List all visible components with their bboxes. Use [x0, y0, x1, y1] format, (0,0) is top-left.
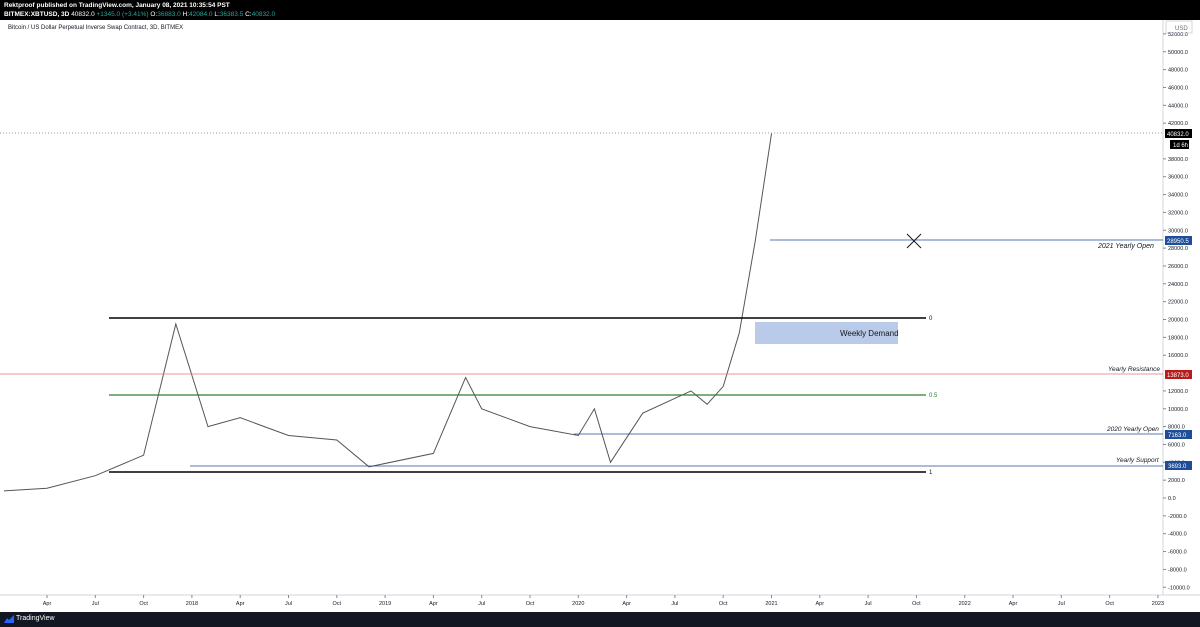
fib-05-label: 0.5 — [929, 393, 938, 399]
publish-header: Rektproof published on TradingView.com, … — [0, 0, 1200, 20]
fib-1-label: 1 — [929, 470, 933, 476]
publish-line: Rektproof published on TradingView.com, … — [4, 2, 230, 9]
time-tick-label: Apr — [1009, 601, 1018, 607]
chart-title: Bitcoin / US Dollar Perpetual Inverse Sw… — [8, 25, 184, 31]
svg-text:28950.5: 28950.5 — [1167, 239, 1189, 245]
price-tick-label: 6000.0 — [1168, 442, 1185, 448]
open-2020-tag: 7163.0 — [1165, 430, 1192, 439]
open-label: O: — [150, 11, 158, 18]
time-tick-label: Jul — [92, 601, 99, 607]
svg-text:40832.0: 40832.0 — [1167, 132, 1189, 138]
price-tick-label: -4000.0 — [1168, 532, 1187, 538]
time-tick-label: Jul — [865, 601, 872, 607]
close-icon[interactable] — [906, 233, 922, 249]
time-tick-label: Jul — [478, 601, 485, 607]
time-tick-label: 2018 — [186, 601, 198, 607]
time-tick-label: Oct — [719, 601, 728, 607]
time-tick-label: Oct — [333, 601, 342, 607]
time-tick-label: Oct — [1105, 601, 1114, 607]
time-tick-label: 2022 — [959, 601, 971, 607]
yearly-open-2020-label: 2020 Yearly Open — [1106, 426, 1159, 433]
yearly-open-2021-label: 2021 Yearly Open — [1097, 243, 1154, 250]
time-tick-label: Apr — [622, 601, 631, 607]
price-tick-label: 28000.0 — [1168, 246, 1188, 252]
time-tick-label: Jul — [285, 601, 292, 607]
price-tick-label: 34000.0 — [1168, 193, 1188, 199]
price-tick-label: 52000.0 — [1168, 32, 1188, 38]
close-label: C: — [245, 11, 252, 18]
svg-text:7163.0: 7163.0 — [1168, 433, 1187, 439]
time-tick-label: 2023 — [1152, 601, 1164, 607]
price-tick-label: 12000.0 — [1168, 389, 1188, 395]
price-tick-label: -2000.0 — [1168, 514, 1187, 520]
price-tick-label: 32000.0 — [1168, 210, 1188, 216]
resistance-tag: 13873.0 — [1165, 370, 1192, 379]
close-value: 40832.0 — [251, 11, 276, 18]
price-tick-label: 22000.0 — [1168, 300, 1188, 306]
footer-bar: TradingView — [0, 612, 1200, 627]
last-price-tag: 40832.0 — [1165, 129, 1192, 138]
time-tick-label: Jul — [1058, 601, 1065, 607]
svg-text:3693.0: 3693.0 — [1168, 464, 1187, 470]
countdown-tag: 1d 6h — [1170, 140, 1189, 149]
settings-box[interactable] — [1165, 20, 1193, 34]
fib-0-label: 0 — [929, 316, 933, 322]
price-tick-label: 18000.0 — [1168, 335, 1188, 341]
svg-text:13873.0: 13873.0 — [1167, 373, 1189, 379]
price-axis-ticks[interactable]: 52000.0 50000.0 48000.0 46000.0 44000.0 42000… — [1163, 32, 1190, 591]
price-tick-label: 30000.0 — [1168, 228, 1188, 234]
price-tick-label: 26000.0 — [1168, 264, 1188, 270]
price-tick-label: 2000.0 — [1168, 478, 1185, 484]
price-tick-label: 36000.0 — [1168, 175, 1188, 181]
support-tag: 3693.0 — [1165, 461, 1192, 470]
time-tick-label: Oct — [526, 601, 535, 607]
tradingview-logo-icon — [4, 615, 14, 623]
time-axis-ticks[interactable]: Apr Jul Oct 2018 Apr Jul Oct 2019 Apr Jul Oct 2020 A… — [43, 595, 1164, 607]
price-tick-label: -10000.0 — [1168, 585, 1190, 591]
low-value: 36383.5 — [219, 11, 244, 18]
time-tick-label: Apr — [236, 601, 245, 607]
price-tick-label: 24000.0 — [1168, 282, 1188, 288]
price-change: +1345.0 (+3.41%) — [96, 11, 149, 18]
price-tick-label: 46000.0 — [1168, 85, 1188, 91]
price-tick-label: 48000.0 — [1168, 68, 1188, 74]
price-tick-label: 38000.0 — [1168, 157, 1188, 163]
price-series-line — [3, 133, 772, 492]
price-tick-label: 8000.0 — [1168, 425, 1185, 431]
price-tick-label: -8000.0 — [1168, 567, 1187, 573]
time-tick-label: Apr — [816, 601, 825, 607]
open-2021-tag: 28950.5 — [1165, 236, 1192, 245]
currency-label: USD — [1175, 26, 1188, 32]
yearly-support-label: Yearly Support — [1116, 457, 1160, 464]
price-tick-label: 44000.0 — [1168, 103, 1188, 109]
time-tick-label: 2019 — [379, 601, 391, 607]
symbol-label: BITMEX:XBTUSD, 3D — [4, 11, 70, 18]
time-tick-label: 2021 — [765, 601, 777, 607]
yearly-resistance-label: Yearly Resistance — [1108, 366, 1160, 373]
price-tick-label: 16000.0 — [1168, 353, 1188, 359]
price-tick-label: 20000.0 — [1168, 318, 1188, 324]
time-tick-label: Apr — [429, 601, 438, 607]
time-tick-label: Apr — [43, 601, 52, 607]
price-tick-label: 10000.0 — [1168, 407, 1188, 413]
price-tick-label: 50000.0 — [1168, 50, 1188, 56]
footer-brand: TradingView — [16, 615, 55, 622]
time-tick-label: Oct — [139, 601, 148, 607]
ohlc-line: BITMEX:XBTUSD, 3D 40832.0 +1345.0 (+3.41… — [4, 10, 275, 19]
time-tick-label: Oct — [912, 601, 921, 607]
open-value: 36883.0 — [157, 11, 181, 18]
high-value: 42084.0 — [189, 11, 213, 18]
last-price: 40832.0 — [71, 11, 95, 18]
time-tick-label: Jul — [671, 601, 678, 607]
high-label: H: — [182, 11, 190, 18]
time-tick-label: 2020 — [572, 601, 584, 607]
low-label: L: — [214, 11, 220, 18]
price-tick-label: -6000.0 — [1168, 550, 1187, 556]
weekly-demand-zone — [755, 322, 898, 344]
price-tick-label: 0.0 — [1168, 496, 1176, 502]
svg-text:1d 6h: 1d 6h — [1173, 143, 1188, 149]
weekly-demand-label: Weekly Demand — [840, 329, 899, 338]
price-tick-label: 42000.0 — [1168, 121, 1188, 127]
